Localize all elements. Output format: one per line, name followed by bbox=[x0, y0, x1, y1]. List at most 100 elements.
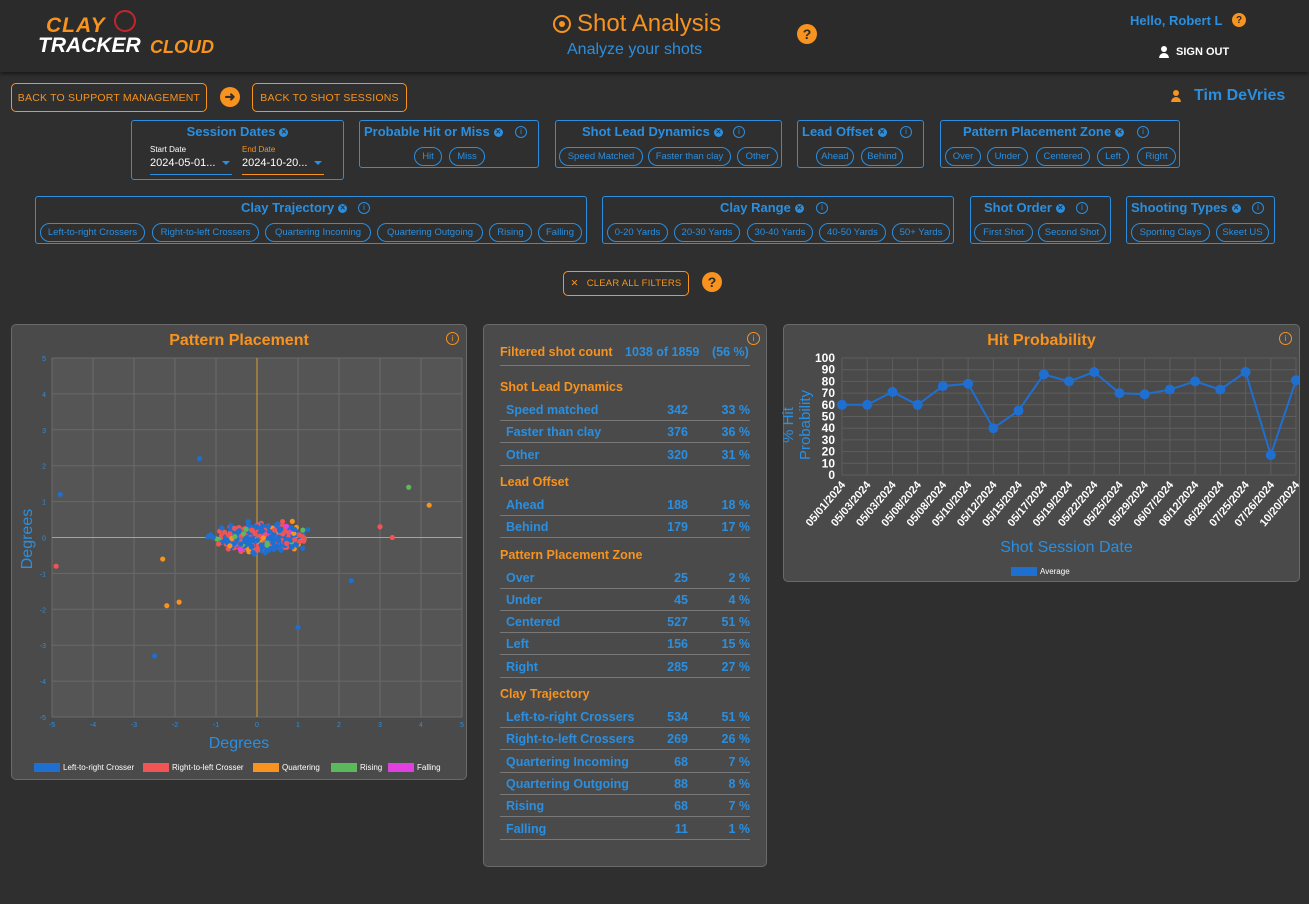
stats-row[interactable]: Speed matched 342 33 % bbox=[500, 399, 750, 421]
stats-row[interactable]: Faster than clay 376 36 % bbox=[500, 421, 750, 444]
clear-filter-icon[interactable]: ✕ bbox=[338, 204, 348, 214]
data-point[interactable] bbox=[1291, 375, 1299, 386]
stats-row[interactable]: Other 320 31 % bbox=[500, 444, 750, 466]
chip-quartering-incoming[interactable]: Quartering Incoming bbox=[265, 223, 371, 242]
stats-row[interactable]: Quartering Incoming 68 7 % bbox=[500, 751, 750, 773]
chip-range-20-30[interactable]: 20-30 Yards bbox=[674, 223, 740, 242]
chip-other[interactable]: Other bbox=[737, 147, 778, 166]
stats-row[interactable]: Right 285 27 % bbox=[500, 656, 750, 678]
chip-range-40-50[interactable]: 40-50 Yards bbox=[819, 223, 886, 242]
info-icon[interactable]: i bbox=[747, 332, 760, 345]
chip-range-0-20[interactable]: 0-20 Yards bbox=[607, 223, 668, 242]
clear-filter-icon[interactable]: ✕ bbox=[1115, 128, 1125, 138]
data-point[interactable] bbox=[988, 423, 999, 434]
clear-filter-icon[interactable]: ✕ bbox=[877, 128, 887, 138]
info-icon[interactable]: i bbox=[446, 332, 459, 345]
info-icon[interactable]: i bbox=[1252, 202, 1264, 214]
chip-second-shot[interactable]: Second Shot bbox=[1038, 223, 1106, 242]
clear-filter-icon[interactable]: ✕ bbox=[1231, 204, 1241, 214]
chip-falling[interactable]: Falling bbox=[538, 223, 582, 242]
data-point[interactable] bbox=[1240, 367, 1251, 378]
data-point[interactable] bbox=[1164, 384, 1175, 395]
selected-user[interactable]: Tim DeVries bbox=[1170, 87, 1285, 105]
stats-row[interactable]: Falling 11 1 % bbox=[500, 818, 750, 840]
data-point[interactable] bbox=[937, 381, 948, 392]
stats-row[interactable]: Left-to-right Crossers 534 51 % bbox=[500, 706, 750, 728]
data-point[interactable] bbox=[1265, 450, 1276, 461]
legend-item[interactable]: Right-to-left Crosser bbox=[143, 763, 244, 773]
legend-item[interactable]: Quartering bbox=[253, 763, 320, 773]
hit-probability-chart[interactable]: 100908070605040302010005/01/202405/03/20… bbox=[784, 325, 1299, 581]
chip-range-50-plus[interactable]: 50+ Yards bbox=[892, 223, 950, 242]
chip-speed-matched[interactable]: Speed Matched bbox=[559, 147, 643, 166]
data-point[interactable] bbox=[1089, 367, 1100, 378]
info-icon[interactable]: i bbox=[733, 126, 745, 138]
stats-row[interactable]: Right-to-left Crossers 269 26 % bbox=[500, 728, 750, 751]
data-point[interactable] bbox=[887, 386, 898, 397]
stats-row[interactable]: Quartering Outgoing 88 8 % bbox=[500, 773, 750, 795]
data-point[interactable] bbox=[1190, 376, 1201, 387]
stats-row[interactable]: Over 25 2 % bbox=[500, 567, 750, 589]
chip-sporting-clays[interactable]: Sporting Clays bbox=[1131, 223, 1210, 242]
clear-filter-icon[interactable]: ✕ bbox=[794, 204, 804, 214]
data-point[interactable] bbox=[1139, 389, 1150, 400]
chip-ahead[interactable]: Ahead bbox=[816, 147, 854, 166]
chip-rtl-crossers[interactable]: Right-to-left Crossers bbox=[152, 223, 259, 242]
back-to-sessions-button[interactable]: BACK TO SHOT SESSIONS bbox=[252, 83, 407, 112]
chip-skeet-us[interactable]: Skeet US bbox=[1216, 223, 1269, 242]
stats-row[interactable]: Ahead 188 18 % bbox=[500, 494, 750, 516]
info-icon[interactable]: i bbox=[358, 202, 370, 214]
arrow-right-icon[interactable]: ➜ bbox=[220, 87, 240, 107]
clear-filter-icon[interactable]: ✕ bbox=[713, 128, 723, 138]
sign-out-button[interactable]: SIGN OUT bbox=[1158, 46, 1229, 58]
end-date-field[interactable]: 2024-10-20... bbox=[242, 157, 324, 175]
start-date-field[interactable]: 2024-05-01... bbox=[150, 157, 232, 175]
info-icon[interactable]: i bbox=[1076, 202, 1088, 214]
chip-quartering-outgoing[interactable]: Quartering Outgoing bbox=[377, 223, 483, 242]
legend-item[interactable]: Left-to-right Crosser bbox=[34, 763, 134, 773]
clear-filter-icon[interactable]: ✕ bbox=[1055, 204, 1065, 214]
data-point[interactable] bbox=[1064, 376, 1074, 387]
chip-ltr-crossers[interactable]: Left-to-right Crossers bbox=[40, 223, 145, 242]
info-icon[interactable]: i bbox=[816, 202, 828, 214]
clay-tracker-logo[interactable]: CLAY TRACKER CLOUD bbox=[38, 10, 218, 58]
legend-item[interactable]: Falling bbox=[388, 763, 441, 773]
info-icon[interactable]: i bbox=[900, 126, 912, 138]
chip-behind[interactable]: Behind bbox=[861, 147, 903, 166]
clear-filter-icon[interactable]: ✕ bbox=[493, 128, 503, 138]
data-point[interactable] bbox=[837, 399, 847, 410]
stats-row[interactable]: Behind 179 17 % bbox=[500, 516, 750, 539]
info-icon[interactable]: i bbox=[515, 126, 527, 138]
data-point[interactable] bbox=[1114, 388, 1125, 399]
chip-centered[interactable]: Centered bbox=[1036, 147, 1090, 166]
chip-miss[interactable]: Miss bbox=[449, 147, 485, 166]
help-icon[interactable]: ? bbox=[702, 272, 722, 292]
info-icon[interactable]: i bbox=[1137, 126, 1149, 138]
info-icon[interactable]: i bbox=[1279, 332, 1292, 345]
account-help-icon[interactable]: ? bbox=[1232, 13, 1246, 27]
stats-row[interactable]: Rising 68 7 % bbox=[500, 795, 750, 818]
chip-range-30-40[interactable]: 30-40 Yards bbox=[747, 223, 813, 242]
chip-under[interactable]: Under bbox=[987, 147, 1028, 166]
clear-all-filters-button[interactable]: ✕ CLEAR ALL FILTERS bbox=[563, 271, 689, 296]
pattern-scatter-plot[interactable]: -5 -4 -3 -2 -1 0 1 2 3 4 5 5 4 3 2 1 0 -1 -2 -3 -4 -5 bbox=[12, 325, 466, 779]
chip-left[interactable]: Left bbox=[1097, 147, 1129, 166]
data-point[interactable] bbox=[1215, 384, 1226, 395]
data-point[interactable] bbox=[912, 399, 923, 410]
chip-right[interactable]: Right bbox=[1137, 147, 1176, 166]
chip-faster-than-clay[interactable]: Faster than clay bbox=[648, 147, 731, 166]
data-point[interactable] bbox=[1013, 405, 1024, 416]
data-point[interactable] bbox=[1038, 369, 1049, 380]
help-icon[interactable]: ? bbox=[797, 24, 817, 44]
stats-row[interactable]: Centered 527 51 % bbox=[500, 611, 750, 634]
chip-first-shot[interactable]: First Shot bbox=[974, 223, 1033, 242]
stats-row[interactable]: Left 156 15 % bbox=[500, 633, 750, 656]
data-point[interactable] bbox=[963, 378, 974, 389]
chip-hit[interactable]: Hit bbox=[414, 147, 442, 166]
stats-row[interactable]: Under 45 4 % bbox=[500, 589, 750, 611]
clear-filter-icon[interactable]: ✕ bbox=[279, 128, 289, 138]
back-to-support-button[interactable]: BACK TO SUPPORT MANAGEMENT bbox=[11, 83, 207, 112]
data-point[interactable] bbox=[862, 399, 873, 410]
legend-item[interactable]: Rising bbox=[331, 763, 382, 773]
chip-rising[interactable]: Rising bbox=[489, 223, 532, 242]
